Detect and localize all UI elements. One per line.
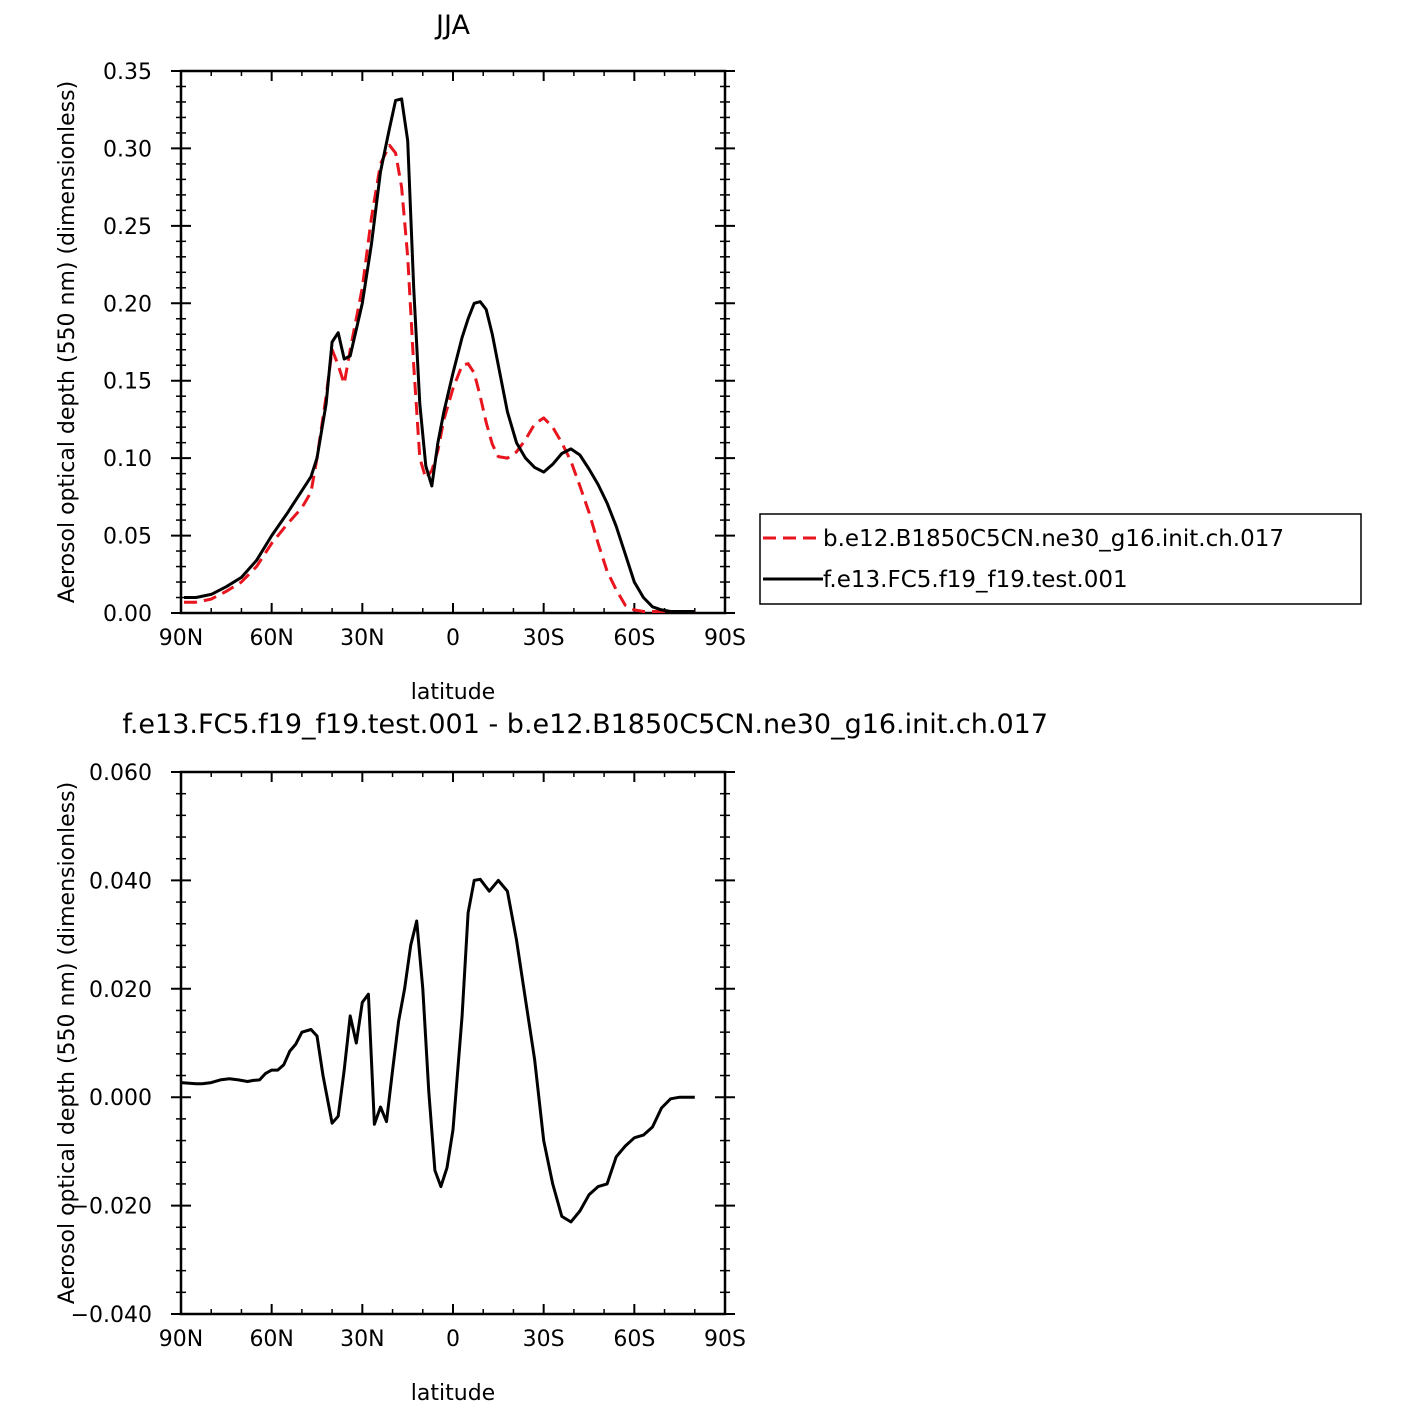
legend-box: [759, 513, 1362, 605]
y-tick-label: 0.040: [89, 869, 152, 894]
x-tick-label: 90N: [159, 1327, 203, 1352]
y-tick-label: 0.00: [103, 602, 152, 627]
y-tick-label: 0.000: [89, 1086, 152, 1111]
y-tick-label: 0.30: [103, 137, 152, 162]
chart-title: JJA: [434, 10, 470, 41]
x-tick-label: 30S: [523, 626, 565, 651]
x-tick-label: 90S: [704, 626, 746, 651]
series-line-2: [184, 97, 695, 613]
x-tick-label: 60N: [249, 626, 293, 651]
legend: b.e12.B1850C5CN.ne30_g16.init.ch.017 f.e1…: [759, 513, 1362, 605]
x-axis-label: latitude: [411, 680, 495, 705]
y-axis-label: Aerosol optical depth (550 nm) (dimensio…: [55, 782, 80, 1304]
legend-label-2: f.e13.FC5.f19_f19.test.001: [823, 567, 1128, 593]
y-tick-label: 0.35: [103, 60, 152, 85]
x-axis-label: latitude: [411, 1381, 495, 1406]
x-tick-label: 30N: [340, 1327, 384, 1352]
y-tick-label: −0.020: [71, 1195, 152, 1220]
chart-title: f.e13.FC5.f19_f19.test.001 - b.e12.B1850…: [122, 709, 1048, 740]
series-line-1: [180, 877, 695, 1224]
x-tick-label: 0: [446, 626, 460, 651]
x-tick-label: 90S: [704, 1327, 746, 1352]
x-tick-label: 30N: [340, 626, 384, 651]
y-tick-label: 0.020: [89, 978, 152, 1003]
x-tick-label: 90N: [159, 626, 203, 651]
y-tick-label: −0.040: [71, 1303, 152, 1328]
y-axis-label: Aerosol optical depth (550 nm) (dimensio…: [55, 81, 80, 603]
y-tick-label: 0.15: [103, 370, 152, 395]
legend-label-1: b.e12.B1850C5CN.ne30_g16.init.ch.017: [823, 526, 1284, 552]
y-tick-label: 0.20: [103, 292, 152, 317]
x-tick-label: 60S: [613, 626, 655, 651]
x-tick-label: 0: [446, 1327, 460, 1352]
chart-panel-2: f.e13.FC5.f19_f19.test.001 - b.e12.B1850…: [55, 709, 1048, 1406]
y-tick-label: 0.060: [89, 761, 152, 786]
chart-panel-1: JJA 90N 60N 30N 0 30S 60S 90S 0.00 0.05 0.10 0.15 0.…: [55, 10, 1362, 705]
y-tick-label: 0.05: [103, 525, 152, 550]
y-tick-label: 0.25: [103, 215, 152, 240]
series-line-1: [184, 143, 695, 613]
x-tick-label: 60N: [249, 1327, 293, 1352]
x-tick-label: 30S: [523, 1327, 565, 1352]
x-tick-label: 60S: [613, 1327, 655, 1352]
y-tick-label: 0.10: [103, 447, 152, 472]
